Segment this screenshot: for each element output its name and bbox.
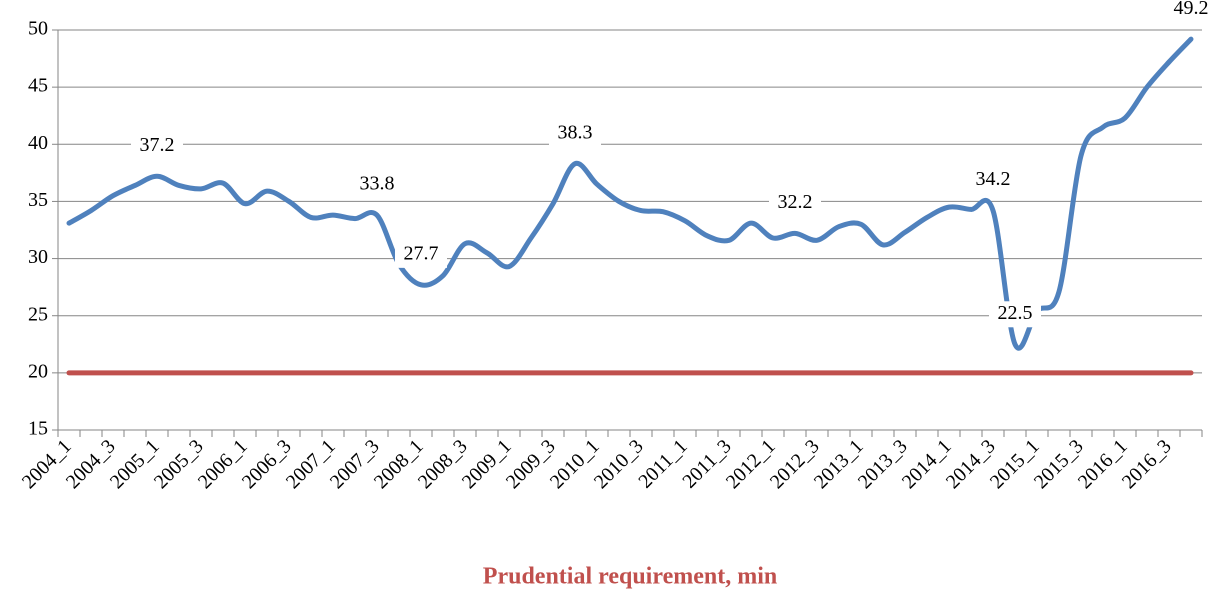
x-tick-label: 2013_1 xyxy=(810,435,868,493)
legend-entry: Prudential requirement, min xyxy=(483,564,777,590)
data-label-group: 22.5 xyxy=(989,301,1041,328)
data-label-group: 33.8 xyxy=(351,172,403,199)
data-label-bg xyxy=(1165,0,1217,23)
x-tick-label: 2007_3 xyxy=(326,435,384,493)
x-tick-label: 2005_1 xyxy=(106,435,164,493)
data-label-bg xyxy=(989,301,1041,328)
data-label-bg xyxy=(769,190,821,217)
x-tick-label: 2004_1 xyxy=(18,435,76,493)
y-tick-label: 25 xyxy=(28,303,48,325)
data-label: 32.2 xyxy=(778,191,813,213)
series-line xyxy=(66,36,1194,351)
data-label-group: 37.2 xyxy=(131,133,183,160)
data-label: 37.2 xyxy=(140,134,175,156)
x-tick-label: 2010_1 xyxy=(546,435,604,493)
data-label-group: 32.2 xyxy=(769,190,821,217)
data-label: 33.8 xyxy=(360,173,395,195)
data-label-bg xyxy=(549,120,601,147)
data-label-bg xyxy=(351,172,403,199)
data-label-bg xyxy=(131,133,183,160)
y-tick-label: 50 xyxy=(28,18,48,40)
x-tick-label: 2013_3 xyxy=(854,435,912,493)
x-tick-label: 2016_1 xyxy=(1074,435,1132,493)
y-tick-label: 20 xyxy=(28,360,48,382)
x-tick-label: 2009_3 xyxy=(502,435,560,493)
x-tick-label: 2005_3 xyxy=(150,435,208,493)
y-tick-label: 30 xyxy=(28,246,48,268)
data-label: 22.5 xyxy=(998,302,1033,324)
y-tick-label: 45 xyxy=(28,75,48,97)
x-tick-label: 2010_3 xyxy=(590,435,648,493)
y-tick-label: 35 xyxy=(28,189,48,211)
x-tick-label: 2015_1 xyxy=(986,435,1044,493)
data-label: 34.2 xyxy=(976,168,1011,190)
y-tick-label: 40 xyxy=(28,132,48,154)
x-tick-label: 2008_3 xyxy=(414,435,472,493)
data-label: 38.3 xyxy=(558,121,593,143)
y-tick-label: 15 xyxy=(28,418,48,440)
x-tick-label: 2014_1 xyxy=(898,435,956,493)
x-tick-label: 2011_1 xyxy=(634,435,691,492)
data-label-group: 38.3 xyxy=(549,120,601,147)
x-tick-label: 2014_3 xyxy=(942,435,1000,493)
data-label-group: 27.7 xyxy=(395,241,447,268)
x-tick-label: 2015_3 xyxy=(1030,435,1088,493)
x-tick-label: 2006_3 xyxy=(238,435,296,493)
x-tick-label: 2012_1 xyxy=(722,435,780,493)
data-label-group: 34.2 xyxy=(967,167,1019,194)
data-label-group: 49.2 xyxy=(1165,0,1217,23)
x-tick-label: 2016_3 xyxy=(1118,435,1176,493)
x-tick-label: 2009_1 xyxy=(458,435,516,493)
data-label: 27.7 xyxy=(404,242,439,264)
x-tick-label: 2008_1 xyxy=(370,435,428,493)
x-tick-label: 2006_1 xyxy=(194,435,252,493)
data-label-bg xyxy=(395,241,447,268)
x-tick-label: 2007_1 xyxy=(282,435,340,493)
x-tick-label: 2012_3 xyxy=(766,435,824,493)
data-label-bg xyxy=(967,167,1019,194)
data-label: 49.2 xyxy=(1174,0,1209,19)
x-tick-label: 2004_3 xyxy=(62,435,120,493)
